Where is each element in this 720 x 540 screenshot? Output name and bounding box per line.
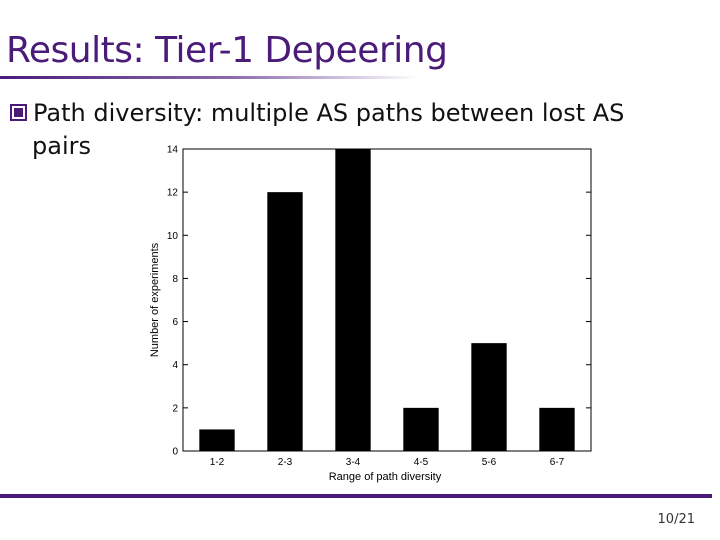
y-tick-label: 14 [167, 145, 179, 156]
x-tick-label: 2-3 [278, 457, 293, 468]
y-tick-label: 6 [172, 317, 178, 328]
y-axis-label: Number of experiments [149, 242, 161, 357]
x-tick-label: 5-6 [482, 457, 497, 468]
bar [335, 149, 371, 451]
bar [539, 407, 575, 451]
bar [471, 343, 507, 451]
bar [403, 407, 439, 451]
x-tick-label: 6-7 [550, 457, 565, 468]
bullet-text: Path diversity: multiple AS paths betwee… [32, 97, 673, 163]
bar [199, 429, 235, 451]
plot-frame [182, 148, 592, 452]
bullet-line-1: Path diversity: multiple AS paths betwee… [33, 99, 625, 127]
y-tick-label: 0 [172, 447, 178, 458]
x-tick-label: 1-2 [210, 457, 225, 468]
y-tick-label: 10 [167, 231, 179, 242]
bullet-line-2: pairs [32, 132, 91, 160]
bar [267, 192, 303, 451]
square-bullet-icon [10, 104, 27, 121]
y-tick-label: 12 [167, 188, 179, 199]
y-tick-label: 4 [172, 360, 178, 371]
title-underline [0, 76, 420, 79]
x-axis-label: Range of path diversity [329, 471, 442, 483]
y-tick-label: 2 [172, 403, 178, 414]
slide-title: Results: Tier-1 Depeering [6, 30, 448, 71]
footer-rule [0, 494, 712, 498]
y-tick-label: 8 [172, 274, 178, 285]
page-number: 10/21 [657, 512, 695, 527]
x-tick-label: 3-4 [346, 457, 361, 468]
x-tick-label: 4-5 [414, 457, 429, 468]
